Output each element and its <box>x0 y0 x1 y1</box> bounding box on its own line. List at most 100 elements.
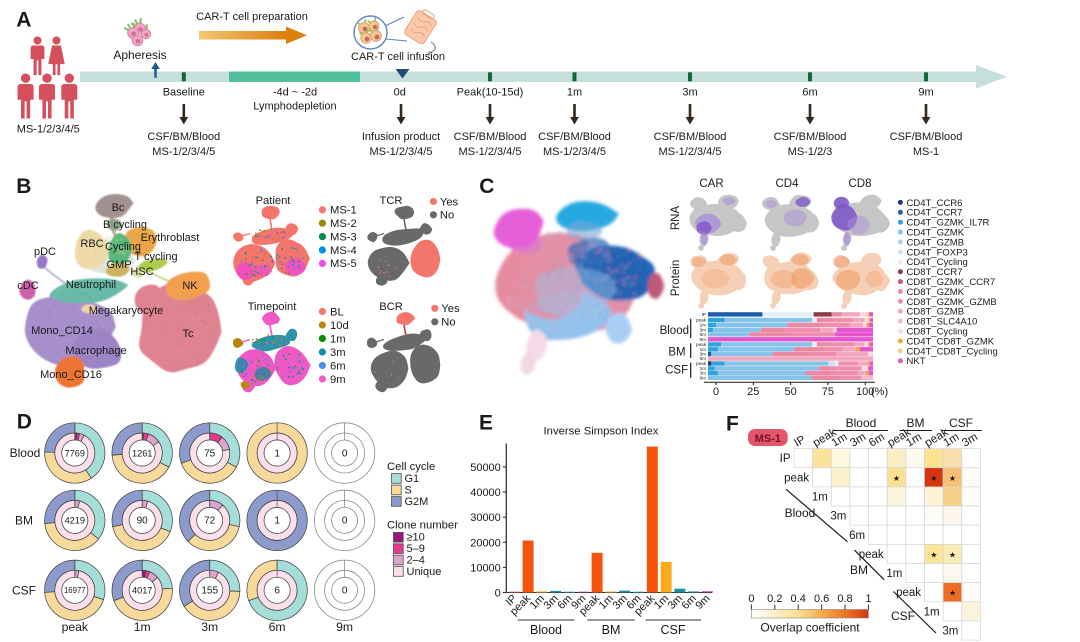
svg-text:CD4T_CD8T_Cycling: CD4T_CD8T_Cycling <box>907 346 998 357</box>
svg-text:0: 0 <box>495 588 501 600</box>
svg-text:3m: 3m <box>700 371 707 376</box>
svg-text:CD4T_FOXP3: CD4T_FOXP3 <box>907 247 968 258</box>
svg-text:CD4: CD4 <box>775 178 799 190</box>
svg-text:50000: 50000 <box>470 462 501 474</box>
svg-text:MS-1/2/3/4/5: MS-1/2/3/4/5 <box>152 146 215 158</box>
svg-text:Baseline: Baseline <box>163 87 205 99</box>
svg-text:75: 75 <box>822 386 834 398</box>
svg-text:GMP: GMP <box>106 259 131 271</box>
svg-text:75: 75 <box>204 448 216 459</box>
svg-text:Cell cycle: Cell cycle <box>387 461 435 473</box>
svg-text:Macrophage: Macrophage <box>65 345 126 357</box>
svg-text:Blood: Blood <box>10 446 41 460</box>
svg-text:Infusion product: Infusion product <box>362 131 440 143</box>
svg-text:peak: peak <box>896 587 921 599</box>
svg-text:Yes: Yes <box>441 303 460 315</box>
svg-text:1: 1 <box>274 448 280 459</box>
svg-text:E: E <box>479 412 493 435</box>
svg-text:1m: 1m <box>567 87 582 99</box>
svg-text:72: 72 <box>204 516 216 527</box>
svg-text:MS-4: MS-4 <box>330 245 357 257</box>
svg-text:MS-1/2/3/4/5: MS-1/2/3/4/5 <box>370 146 433 158</box>
svg-text:Timepoint: Timepoint <box>248 301 298 313</box>
svg-text:Neutrophil: Neutrophil <box>66 279 116 291</box>
svg-text:peak: peak <box>859 549 884 561</box>
svg-text:CD8T_Cycling: CD8T_Cycling <box>907 327 968 338</box>
svg-text:1m: 1m <box>812 492 828 504</box>
svg-text:25: 25 <box>747 386 759 398</box>
svg-text:5–9: 5–9 <box>407 543 425 555</box>
svg-text:★: ★ <box>949 474 956 483</box>
svg-text:100: 100 <box>856 386 874 398</box>
svg-text:BCR: BCR <box>379 301 403 313</box>
svg-text:6m: 6m <box>802 87 817 99</box>
svg-text:CSF: CSF <box>661 623 686 637</box>
svg-text:155: 155 <box>201 586 218 597</box>
svg-text:★: ★ <box>949 589 956 598</box>
svg-text:CAR: CAR <box>699 178 723 190</box>
svg-text:CSF/BM/Blood: CSF/BM/Blood <box>538 131 611 143</box>
svg-text:Patient: Patient <box>256 195 292 207</box>
svg-text:peak: peak <box>784 472 809 484</box>
svg-text:Lymphodepletion: Lymphodepletion <box>253 101 336 113</box>
svg-text:90: 90 <box>137 516 149 527</box>
svg-text:0: 0 <box>713 386 719 398</box>
svg-text:CD8T_GZMK: CD8T_GZMK <box>907 287 965 298</box>
svg-text:10d: 10d <box>330 320 349 332</box>
svg-text:4017: 4017 <box>132 586 152 596</box>
svg-text:Unique: Unique <box>407 566 442 578</box>
svg-text:B: B <box>16 175 31 198</box>
svg-text:1m: 1m <box>700 323 707 328</box>
svg-text:D: D <box>17 411 32 434</box>
svg-text:Yes: Yes <box>440 196 459 208</box>
svg-text:Bc: Bc <box>112 202 125 214</box>
svg-text:MS-1/2/3/4/5: MS-1/2/3/4/5 <box>543 146 606 158</box>
svg-text:-4d ~ -2d: -4d ~ -2d <box>273 87 317 99</box>
svg-text:MS-1: MS-1 <box>755 433 781 445</box>
svg-text:G2M: G2M <box>405 496 429 508</box>
svg-text:Protein: Protein <box>670 260 682 296</box>
svg-text:CD4T_Cycling: CD4T_Cycling <box>907 257 968 268</box>
svg-text:9m: 9m <box>918 87 933 99</box>
svg-text:MS-1/2/3/4/5: MS-1/2/3/4/5 <box>659 146 722 158</box>
svg-text:MS-1/2/3/4/5: MS-1/2/3/4/5 <box>459 146 522 158</box>
svg-text:MS-1: MS-1 <box>913 146 939 158</box>
svg-text:3m: 3m <box>942 626 958 638</box>
svg-text:CAR-T cell preparation: CAR-T cell preparation <box>196 11 308 23</box>
svg-text:No: No <box>441 317 455 329</box>
svg-text:CSF: CSF <box>891 609 915 623</box>
svg-text:3m: 3m <box>700 352 707 357</box>
svg-text:6m: 6m <box>700 332 707 337</box>
svg-text:No: No <box>440 210 454 222</box>
svg-text:pDC: pDC <box>34 246 56 258</box>
svg-text:Blood: Blood <box>660 325 689 337</box>
svg-text:peak: peak <box>696 361 707 366</box>
svg-text:★: ★ <box>893 474 900 483</box>
svg-text:CD8T_GZMK_GZMB: CD8T_GZMK_GZMB <box>907 297 997 308</box>
svg-text:1m: 1m <box>134 620 151 634</box>
svg-text:Peak(10-15d): Peak(10-15d) <box>457 87 524 99</box>
svg-text:0: 0 <box>748 593 754 605</box>
svg-text:peak: peak <box>696 342 707 347</box>
svg-text:3m: 3m <box>830 511 846 523</box>
svg-text:CD4T_GZMK: CD4T_GZMK <box>907 228 965 239</box>
svg-text:Clone number: Clone number <box>387 520 458 532</box>
svg-text:16977: 16977 <box>64 586 86 595</box>
svg-text:CSF/BM/Blood: CSF/BM/Blood <box>454 131 527 143</box>
svg-text:Overlap coefficient: Overlap coefficient <box>760 621 860 635</box>
svg-text:BM: BM <box>668 347 685 359</box>
svg-text:RNA: RNA <box>670 206 682 231</box>
svg-text:6m: 6m <box>330 360 346 372</box>
svg-text:2–4: 2–4 <box>407 555 425 567</box>
svg-text:20000: 20000 <box>470 537 501 549</box>
svg-text:1m: 1m <box>886 568 902 580</box>
svg-text:BM: BM <box>15 513 33 527</box>
svg-text:0.4: 0.4 <box>791 593 806 605</box>
svg-text:B cycling: B cycling <box>103 219 147 231</box>
svg-text:6m: 6m <box>700 375 707 380</box>
svg-text:CSF/BM/Blood: CSF/BM/Blood <box>147 131 220 143</box>
svg-text:0: 0 <box>342 516 348 527</box>
svg-text:peak: peak <box>696 318 707 323</box>
svg-text:CD8T_CCR7: CD8T_CCR7 <box>907 267 963 278</box>
svg-text:6m: 6m <box>700 356 707 361</box>
